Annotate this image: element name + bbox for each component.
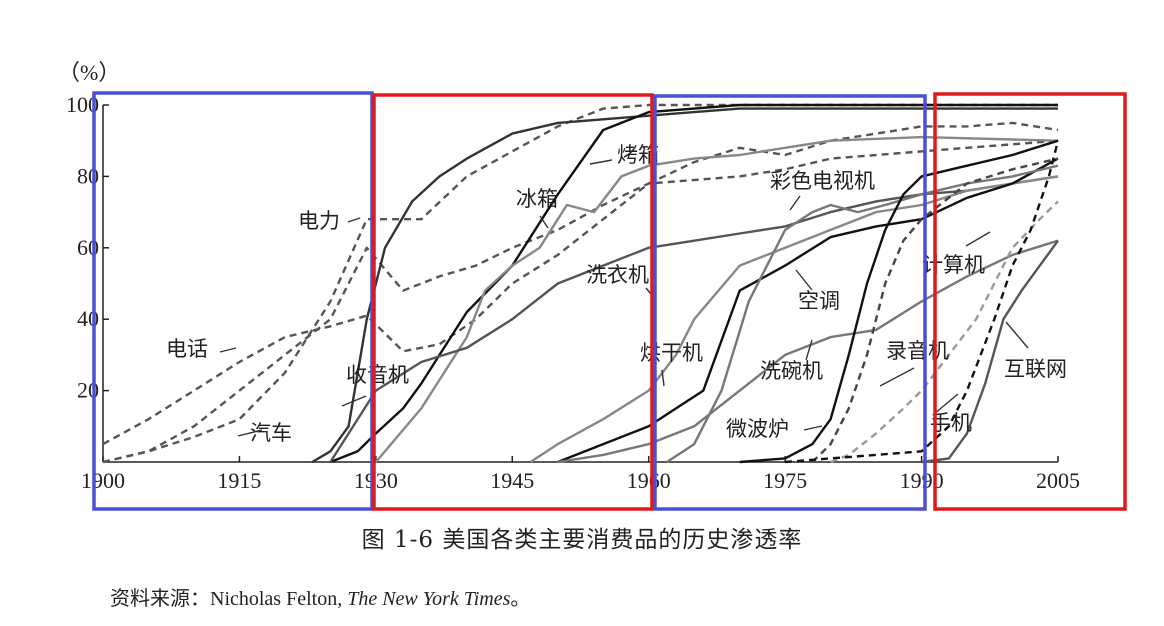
series-labels: 电话汽车电力收音机冰箱烤箱洗衣机烘干机空调彩色电视机洗碗机录音机微波炉计算机互联… [166,143,1067,445]
series-label-1: 汽车 [250,421,292,445]
x-tick-label: 1900 [81,468,125,493]
series-line-3 [311,107,1058,464]
series-line-2 [102,103,1058,464]
series-leader-11 [879,367,915,387]
series-label-7: 烘干机 [640,341,703,365]
series-line-12 [739,139,1059,464]
x-tick-label: 1945 [490,468,534,493]
series-label-8: 空调 [798,289,840,313]
series-leader-2 [347,217,361,223]
series-label-2: 电力 [298,209,340,233]
series-line-14 [921,239,1059,464]
series-label-3: 收音机 [346,363,409,387]
series-line-7 [529,175,1059,464]
series-line-15 [785,140,1060,464]
series-label-11: 录音机 [886,339,949,363]
series-leader-3 [341,395,367,407]
x-tick-label: 1960 [627,468,671,493]
source-note: 资料来源：Nicholas Felton, The New York Times… [110,582,530,611]
period-highlight-boxes [92,91,1127,511]
series-leader-0 [219,347,237,353]
series-line-0 [102,121,1059,446]
series-line-8 [557,157,1059,464]
y-unit-label: （%） [58,60,120,85]
series-label-4: 冰箱 [516,187,558,211]
x-tick-label: 2005 [1036,468,1080,493]
series-leader-7 [661,369,665,387]
highlight-box-3 [933,92,1127,511]
source-suffix: 。 [510,586,531,610]
series-line-11 [811,157,1059,463]
series-leader-8 [795,269,813,291]
series-leader-14 [1005,321,1029,349]
series-leader-4 [539,215,549,229]
series-line-4 [329,103,1058,464]
series-label-13: 计算机 [922,253,985,277]
series-leader-10 [805,339,813,361]
source-prefix: 资料来源： [110,586,210,610]
series-leader-1 [237,429,263,437]
series-line-13 [830,200,1059,464]
x-tick-label: 1975 [763,468,807,493]
series-label-0: 电话 [166,337,208,361]
source-author: Nicholas Felton, [210,588,348,610]
figure-caption: 图 1-6 美国各类主要消费品的历史渗透率 [361,527,803,553]
source-publication: The New York Times [347,588,511,610]
series-label-10: 洗碗机 [760,359,823,383]
highlight-box-0 [92,91,374,511]
series-leader-5 [589,159,613,165]
series-label-9: 彩色电视机 [770,169,875,193]
highlight-box-2 [653,94,927,511]
series-line-1 [102,139,1059,464]
series-lines [102,103,1060,464]
series-label-14: 互联网 [1004,357,1067,381]
series-line-10 [557,239,1059,464]
highlight-box-1 [372,93,654,511]
x-tick-label: 1930 [354,468,398,493]
series-label-12: 微波炉 [726,417,789,441]
series-line-5 [374,135,1059,463]
series-leader-12 [803,425,823,431]
series-leader-13 [965,231,991,247]
series-leader-9 [789,195,801,211]
series-label-15: 手机 [930,411,972,435]
x-tick-label: 1915 [217,468,261,493]
series-label-6: 洗衣机 [586,263,649,287]
x-tick-label: 1990 [900,468,944,493]
series-leader-15 [933,393,959,415]
